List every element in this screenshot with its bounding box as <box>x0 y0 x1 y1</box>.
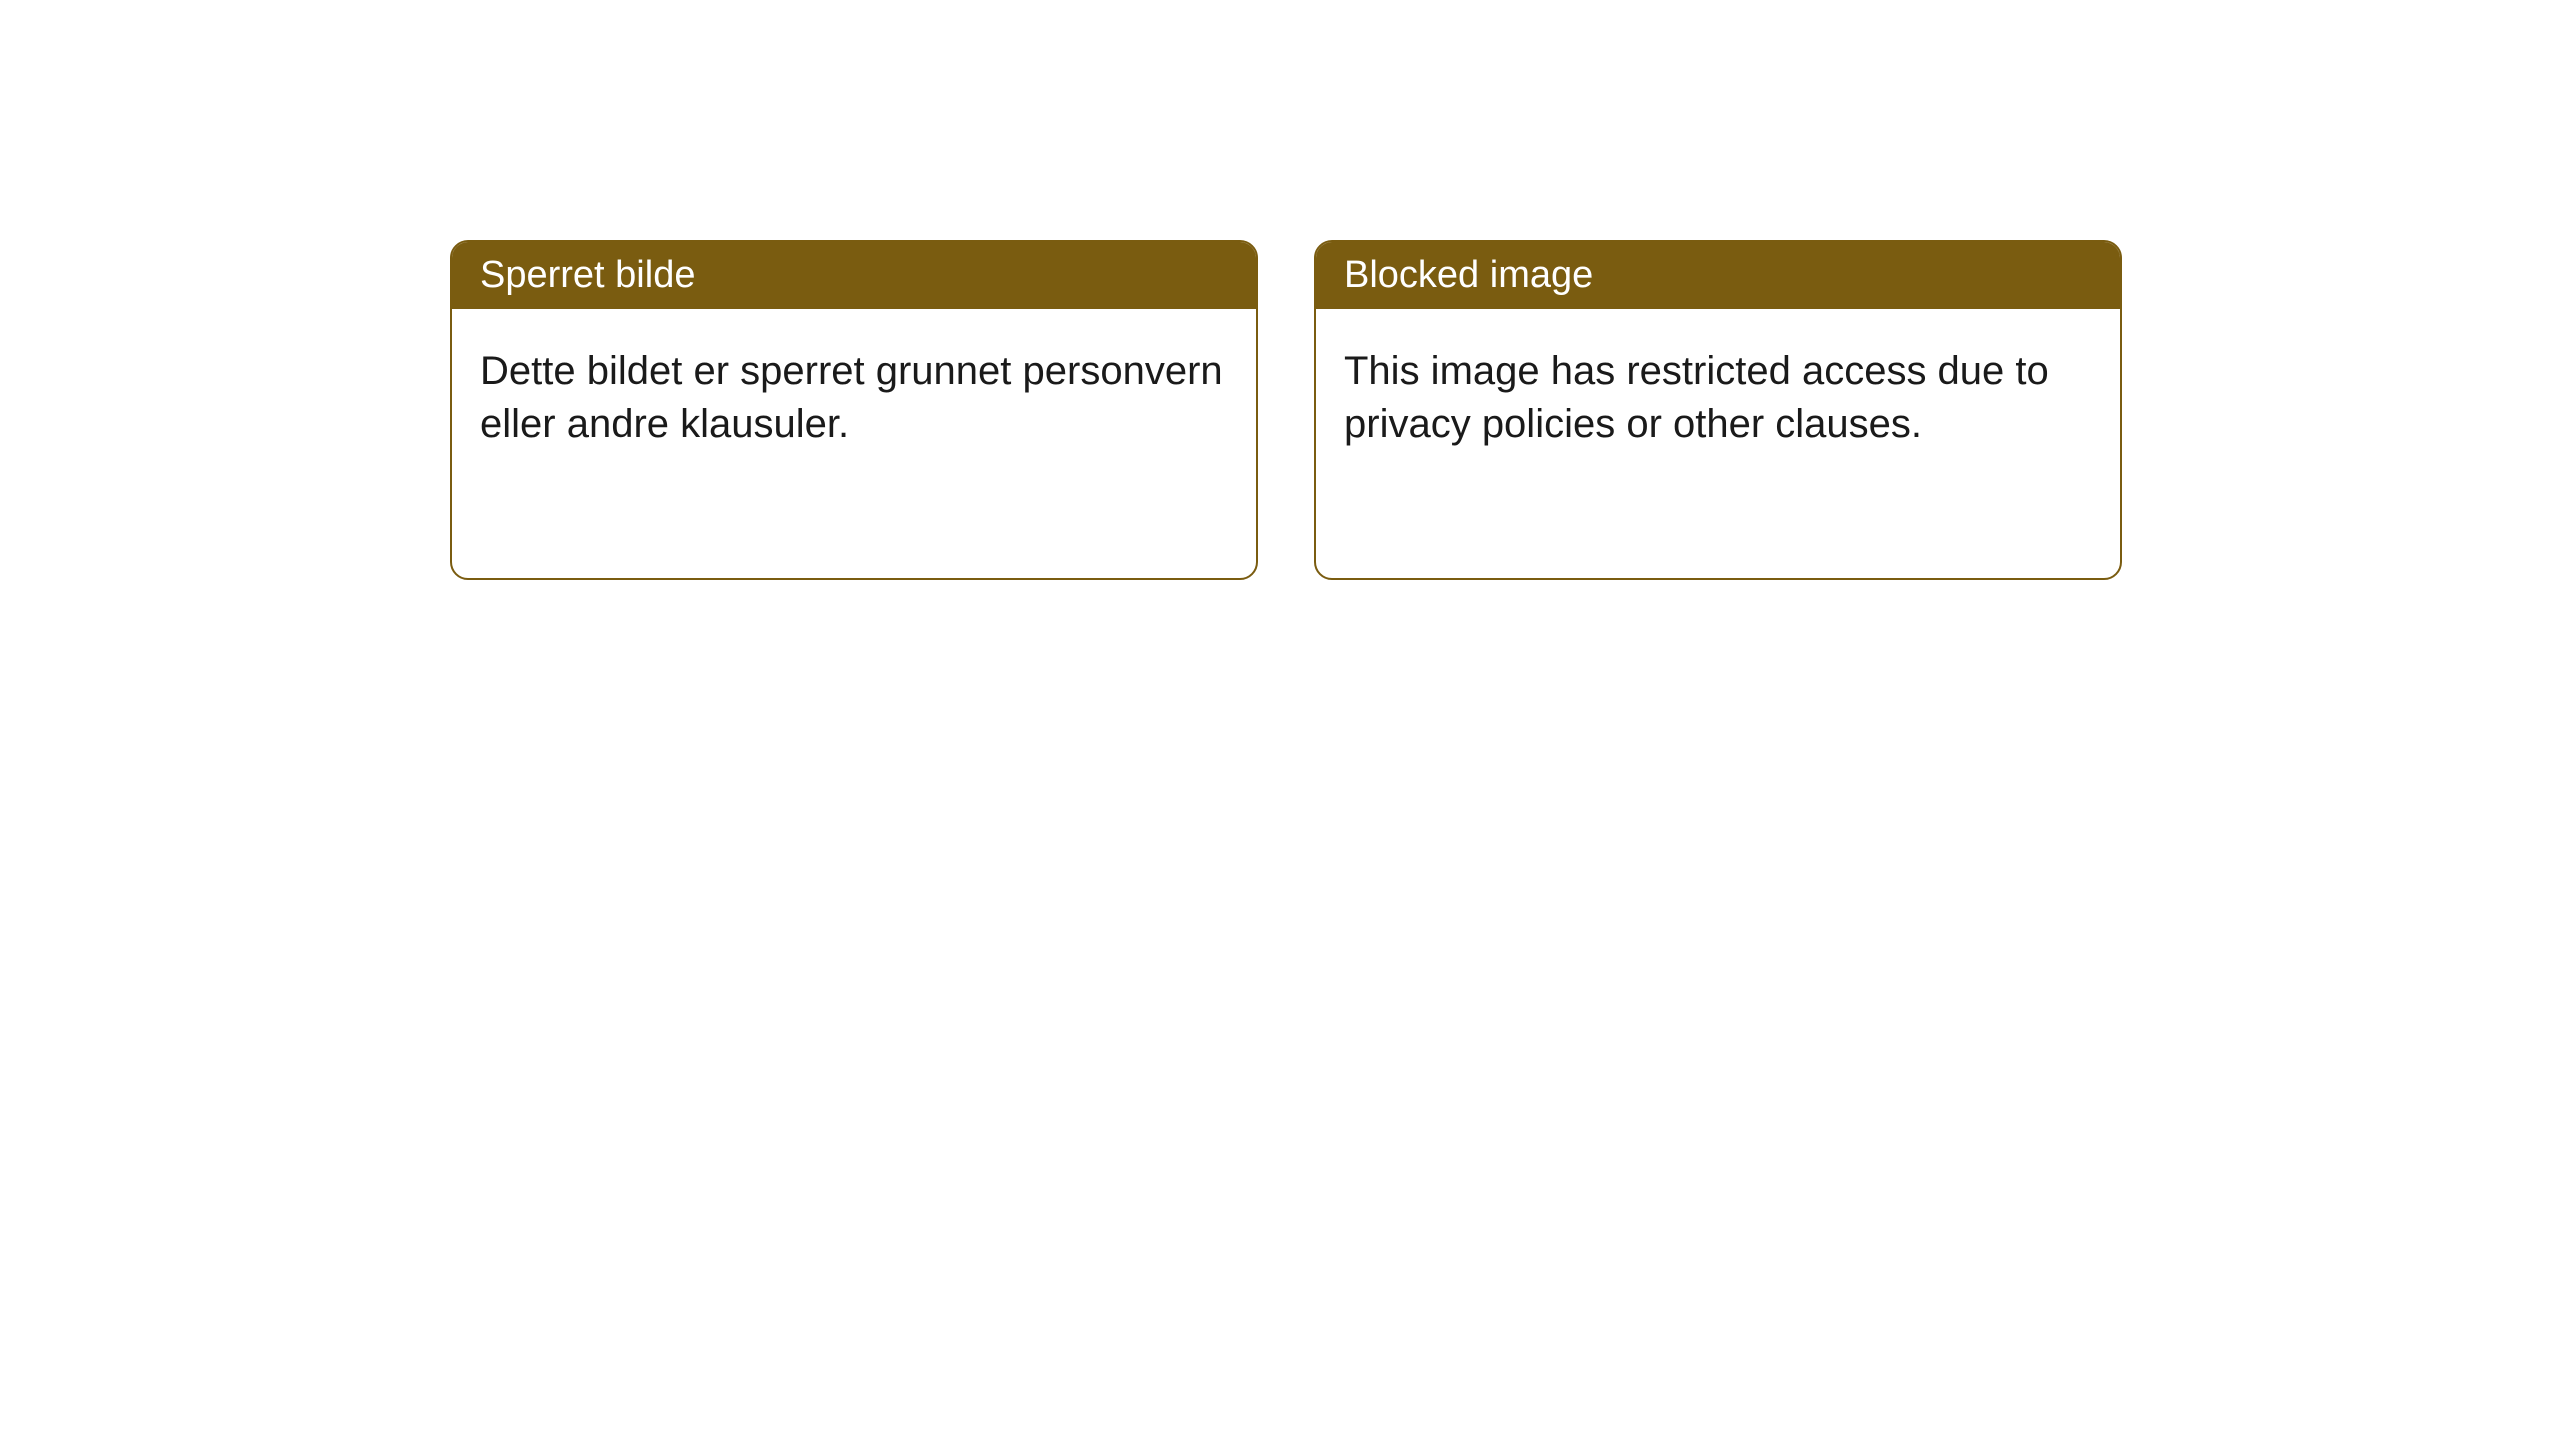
card-body: This image has restricted access due to … <box>1316 309 2120 487</box>
card-header: Blocked image <box>1316 242 2120 309</box>
card-body: Dette bildet er sperret grunnet personve… <box>452 309 1256 487</box>
notice-cards-container: Sperret bilde Dette bildet er sperret gr… <box>0 0 2560 580</box>
blocked-image-card-no: Sperret bilde Dette bildet er sperret gr… <box>450 240 1258 580</box>
card-title: Blocked image <box>1344 254 1593 296</box>
card-header: Sperret bilde <box>452 242 1256 309</box>
card-title: Sperret bilde <box>480 254 695 296</box>
card-body-text: Dette bildet er sperret grunnet personve… <box>480 349 1223 446</box>
blocked-image-card-en: Blocked image This image has restricted … <box>1314 240 2122 580</box>
card-body-text: This image has restricted access due to … <box>1344 349 2049 446</box>
